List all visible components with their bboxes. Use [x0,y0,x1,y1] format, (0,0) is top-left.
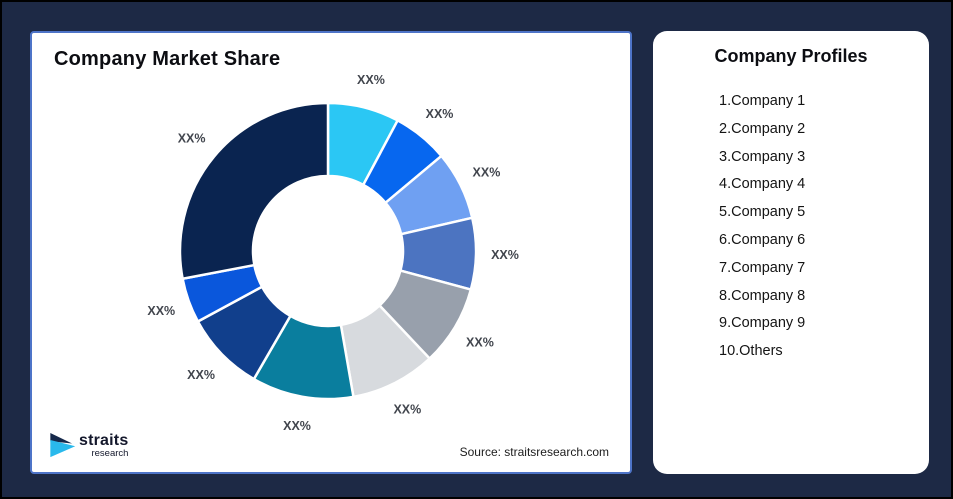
straits-logo-icon [50,433,76,458]
chart-title: Company Market Share [54,48,281,70]
donut-segment-percent-label: XX% [466,335,494,349]
profile-list-item: 8.Company 8 [719,287,806,304]
profile-list-item: 10.Others [719,343,783,360]
logo-name: straits [79,432,129,449]
market-share-donut-chart: XX% XX% XX% XX% XX% XX% XX% XX% XX% XX% [147,73,519,433]
profile-list-item: 7.Company 7 [719,259,806,276]
donut-segment-percent-label: XX% [473,166,501,180]
company-profiles-list: 1.Company 1 2.Company 2 3.Company 3 4.Compa… [653,88,929,366]
profile-list-item: 1.Company 1 [719,93,806,109]
profile-list-item: 3.Company 3 [719,148,806,165]
donut-segment-percent-label: XX% [357,73,385,87]
donut-segment-percent-label: XX% [426,107,454,121]
donut-segment-percent-label: XX% [187,368,215,382]
source-text: Source: straitsresearch.com [459,445,609,459]
donut-segment-percent-label: XX% [283,419,311,433]
profile-list-item: 4.Company 4 [719,176,806,193]
logo-text-block: straits research [79,432,128,459]
profile-list-item: 9.Company 9 [719,315,806,332]
straits-research-logo: straits research [48,430,128,461]
company-profiles-card: Company Profiles 1.Company 1 2.Company 2 3… [653,31,929,474]
donut-segment-percent-label: XX% [393,403,421,417]
donut-segment-percent-label: XX% [147,304,175,318]
donut-segment-others [178,101,330,280]
profile-list-item: 2.Company 2 [719,120,806,137]
donut-segment-percent-label: XX% [178,132,206,146]
profiles-title: Company Profiles [714,46,868,66]
donut-segment-percent-label: XX% [491,248,519,262]
profile-list-item: 6.Company 6 [719,231,806,248]
market-share-card: XX% XX% XX% XX% XX% XX% XX% XX% XX% XX% Company M… [30,31,632,474]
logo-subtext: research [91,448,129,459]
profile-list-item: 5.Company 5 [719,204,806,221]
